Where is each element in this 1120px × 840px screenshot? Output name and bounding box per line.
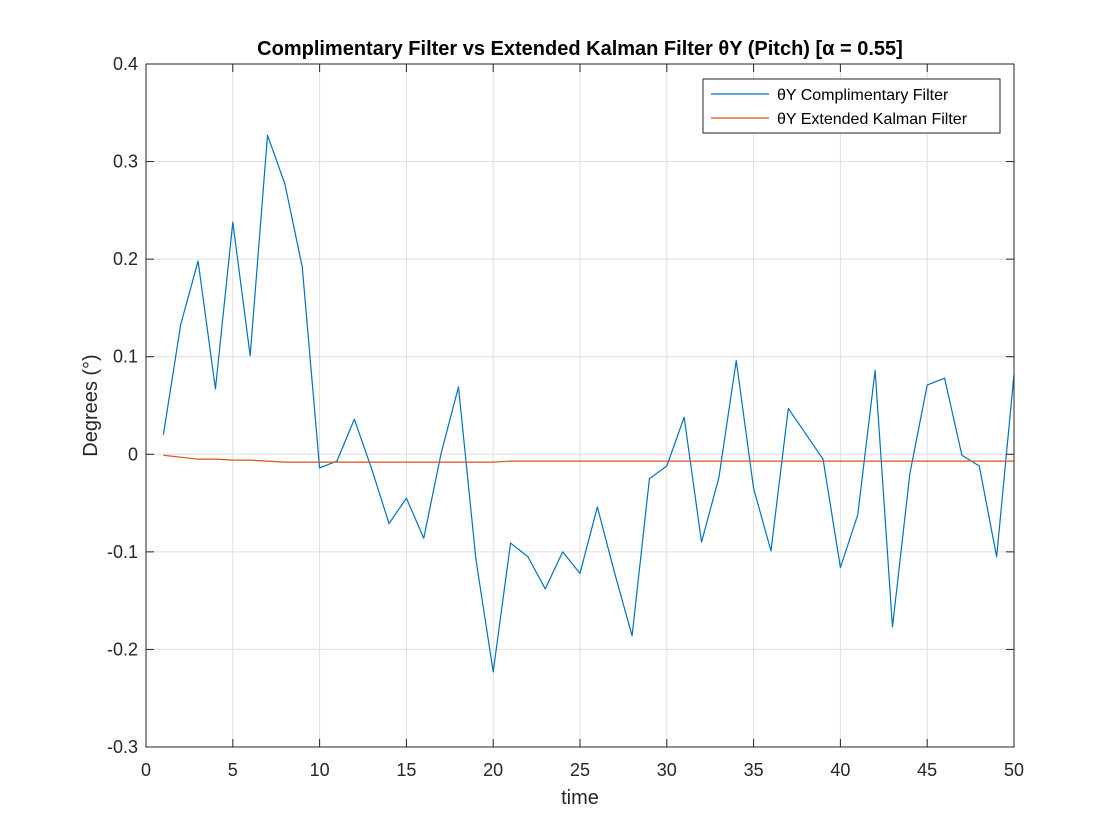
x-tick-label: 0	[141, 760, 151, 780]
legend-box	[702, 78, 1001, 134]
legend: θY Complimentary Filter θY Extended Kalma…	[702, 78, 1001, 134]
y-tick-label: 0.4	[113, 54, 138, 74]
x-axis-label: time	[561, 787, 599, 809]
x-tick-label: 5	[228, 760, 238, 780]
y-tick-label: -0.2	[107, 639, 138, 659]
tick-labels: 0 5 10 15 20 25 30 35 40 45 50 -0.3 -0.2 -0.1 0 0.1 0.2 0…	[107, 54, 1024, 780]
x-tick-label: 50	[1004, 760, 1024, 780]
y-axis-label: Degrees (°)	[80, 354, 102, 456]
y-tick-label: -0.1	[107, 542, 138, 562]
y-tick-label: 0.1	[113, 347, 138, 367]
x-tick-label: 45	[917, 760, 937, 780]
x-tick-label: 35	[744, 760, 764, 780]
series-line-1	[163, 454, 1014, 463]
x-tick-label: 15	[396, 760, 416, 780]
x-tick-label: 25	[570, 760, 590, 780]
x-tick-label: 10	[310, 760, 330, 780]
series-layer	[162, 134, 1015, 673]
x-tick-label: 20	[483, 760, 503, 780]
legend-label: θY Extended Kalman Filter	[777, 111, 968, 128]
x-tick-label: 40	[830, 760, 850, 780]
y-tick-label: -0.3	[107, 737, 138, 757]
legend-label: θY Complimentary Filter	[777, 87, 949, 104]
x-tick-label: 30	[657, 760, 677, 780]
chart-title: Complimentary Filter vs Extended Kalman …	[257, 38, 903, 60]
y-tick-label: 0.2	[113, 249, 138, 269]
y-tick-label: 0.3	[113, 152, 138, 172]
ticks	[145, 63, 1015, 748]
series-line-0	[162, 134, 1015, 673]
y-tick-label: 0	[128, 444, 138, 464]
